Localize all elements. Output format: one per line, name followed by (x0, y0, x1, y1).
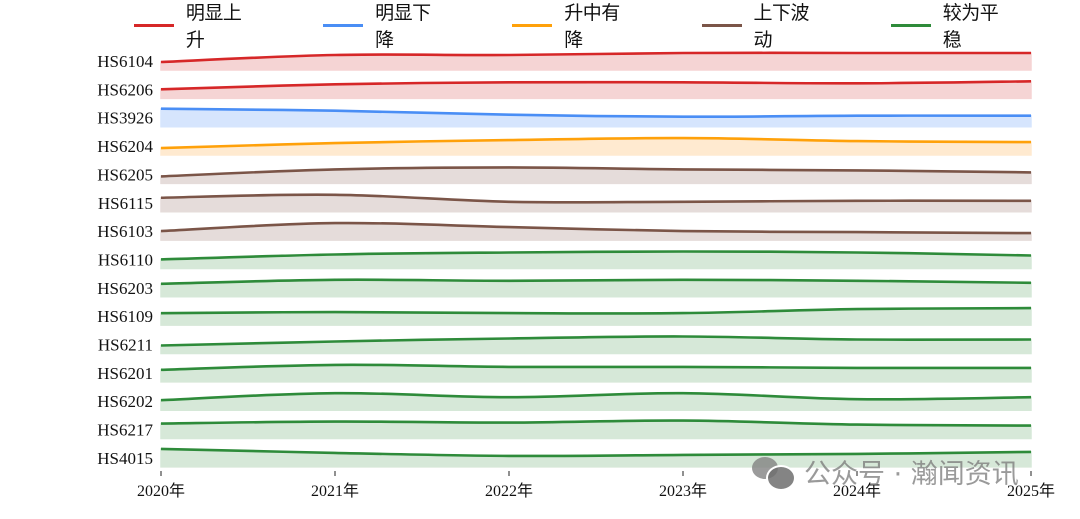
series-line (160, 221, 1032, 235)
series-row-hs6211: HS6211 (98, 335, 1032, 355)
series-row-hs6202: HS6202 (97, 391, 1032, 411)
series-line (160, 335, 1032, 347)
series-area (160, 307, 1032, 326)
series-line (160, 107, 1032, 119)
series-row-hs3926: HS3926 (97, 107, 1032, 128)
legend-item: 升中有降 (512, 0, 701, 52)
legend-swatch (890, 23, 931, 27)
legend-label: 明显下降 (375, 2, 431, 51)
series-row-hs6217: HS6217 (97, 419, 1032, 440)
legend-item: 上下波动 (701, 0, 891, 52)
legend-item: 明显下降 (323, 0, 512, 52)
series-row-hs6204: HS6204 (97, 136, 1032, 156)
series-row-hs6115: HS6115 (98, 193, 1032, 213)
y-tick-label: HS6110 (98, 250, 153, 269)
x-tick-label: 2023年 (659, 482, 707, 500)
watermark-text: 公众号 · 瀚闻资讯 (804, 459, 1019, 490)
x-tick-label: 2022年 (485, 482, 533, 500)
legend-item: 较为平稳 (890, 0, 1080, 52)
y-tick-label: HS6211 (98, 336, 153, 355)
legend-label: 较为平稳 (942, 2, 999, 51)
y-tick-label: HS4015 (97, 449, 153, 468)
y-tick-label: HS3926 (97, 109, 153, 128)
y-tick-label: HS6201 (97, 364, 153, 383)
series-line (160, 80, 1032, 91)
y-tick-label: HS6104 (97, 52, 153, 71)
legend-swatch (134, 23, 174, 27)
series-row-hs4015: HS4015 (97, 447, 1032, 468)
series-line (160, 391, 1032, 402)
series-row-hs6104: HS6104 (97, 51, 1032, 71)
y-tick-label: HS6203 (97, 279, 153, 298)
series-row-hs6206: HS6206 (97, 80, 1032, 99)
legend-swatch (512, 23, 553, 27)
series-row-hs6110: HS6110 (98, 250, 1032, 269)
series-row-hs6103: HS6103 (97, 221, 1032, 241)
series-line (160, 419, 1032, 427)
x-tick-label: 2020年 (137, 482, 185, 500)
legend-swatch (323, 23, 364, 27)
series-row-hs6203: HS6203 (97, 278, 1032, 298)
watermark: 公众号 · 瀚闻资讯 (752, 452, 1019, 491)
series-area (160, 107, 1032, 128)
series-line (160, 363, 1032, 372)
y-tick-label: HS6103 (97, 222, 153, 241)
y-tick-label: HS6217 (97, 421, 153, 440)
series-row-hs6205: HS6205 (97, 165, 1032, 184)
series-line (160, 136, 1032, 150)
legend-item: 明显上升 (134, 0, 323, 52)
series-line (160, 193, 1032, 204)
y-tick-label: HS6206 (97, 80, 153, 99)
y-tick-label: HS6204 (97, 137, 153, 156)
y-tick-label: HS6205 (97, 165, 153, 184)
series-row-hs6201: HS6201 (97, 363, 1032, 383)
series-line (160, 278, 1032, 286)
x-axis: 2020年 2021年 2022年 2023年 2024年 2025年 (137, 471, 1055, 500)
series-line (160, 447, 1032, 458)
x-tick-label: 2025年 (1007, 482, 1055, 500)
legend-label: 升中有降 (564, 2, 620, 51)
series-area (160, 419, 1032, 440)
wechat-icon (752, 455, 796, 491)
chart-legend: 明显上升 明显下降 升中有降 上下波动 较为平稳 (134, 2, 1080, 51)
x-tick-label: 2024年 (833, 482, 881, 500)
y-tick-label: HS6115 (98, 194, 153, 213)
x-tick-label: 2021年 (311, 482, 359, 500)
series-line (160, 51, 1031, 64)
y-tick-label: HS6202 (97, 392, 153, 411)
series-line (160, 306, 1032, 315)
legend-swatch (701, 23, 742, 27)
legend-label: 上下波动 (753, 2, 810, 51)
chart-rows: HS6104 HS6206 HS3926 HS6204 HS6205 HS6115 HS61… (97, 51, 1032, 468)
series-row-hs6109: HS6109 (97, 306, 1032, 326)
series-line (160, 250, 1032, 261)
y-tick-label: HS6109 (97, 307, 153, 326)
legend-label: 明显上升 (185, 2, 242, 51)
series-line (160, 166, 1032, 178)
